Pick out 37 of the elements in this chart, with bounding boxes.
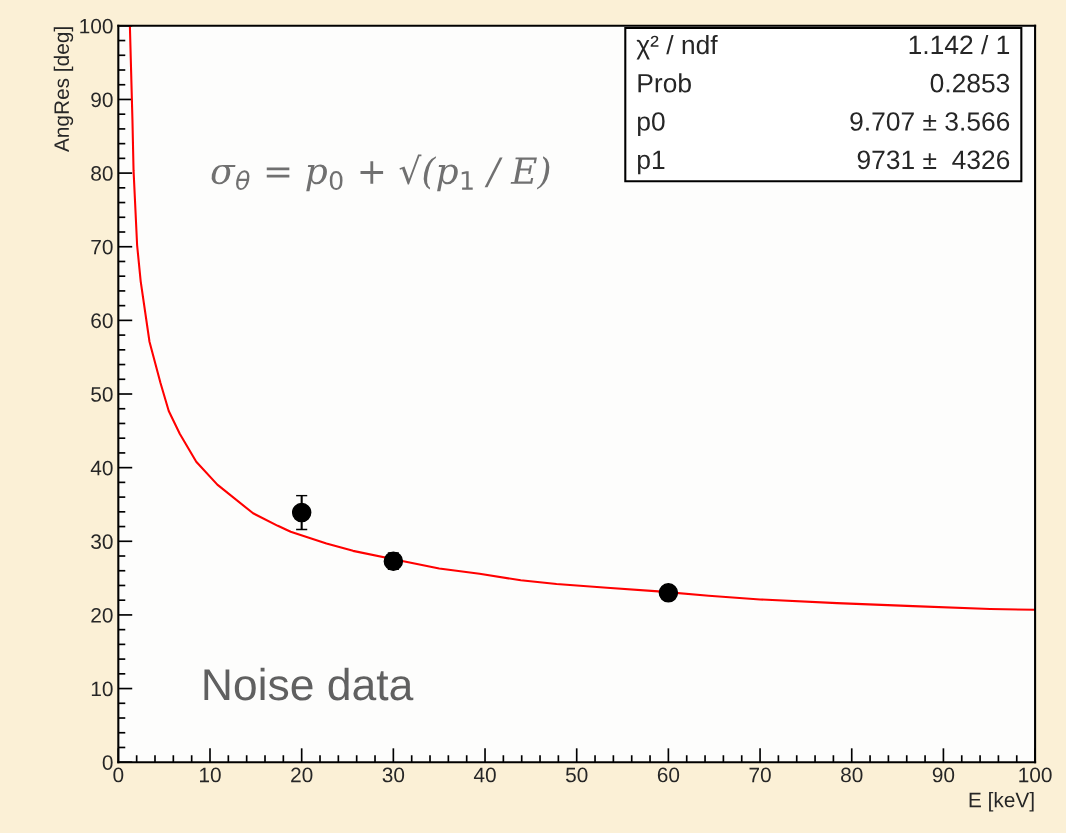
y-tick-label: 80 — [91, 166, 113, 181]
x-tick-label: 90 — [932, 767, 955, 783]
y-tick-label: 70 — [91, 239, 113, 255]
annotation: σ$_{θ}$ = p$_{0}$ + √(p$_{1}$ / E) — [211, 154, 550, 192]
x-tick-label: 80 — [841, 767, 863, 783]
y-tick-label: 30 — [91, 534, 113, 550]
y-tick-label: 100 — [80, 18, 113, 34]
annotation: 9.707 ± 3.566 — [850, 112, 1010, 131]
x-tick-label: 10 — [200, 767, 221, 783]
x-tick-label: 20 — [291, 767, 313, 783]
annotation: p1 — [638, 150, 665, 175]
annotation: Prob — [638, 73, 691, 93]
annotation: Noise data — [204, 667, 414, 701]
x-tick-label: 70 — [749, 767, 771, 783]
x-tick-label: 60 — [657, 767, 680, 783]
y-tick-label: 20 — [91, 607, 113, 623]
annotation: 9731 ± 4326 — [857, 150, 1010, 170]
x-tick-label: 30 — [382, 767, 405, 783]
point — [658, 583, 679, 603]
x-tick-label: 0 — [113, 767, 124, 783]
annotation: p0 — [638, 112, 665, 137]
point — [291, 502, 312, 523]
annotation: χ² / ndf — [636, 34, 718, 60]
line-series — [128, 25, 1036, 611]
y-tick-label: 40 — [90, 460, 113, 476]
y-tick-label: 90 — [91, 92, 113, 108]
x-tick-label: 40 — [473, 767, 496, 783]
x-axis-title: E [keV] — [969, 792, 1034, 812]
x-tick-label: 50 — [565, 767, 588, 783]
x-tick-label: 100 — [1019, 767, 1052, 783]
y-tick-label: 50 — [91, 387, 113, 402]
y-axis-title: AngRes [deg] — [53, 27, 74, 153]
y-tick-label: 10 — [91, 681, 113, 697]
annotation: 0.2853 — [930, 73, 1010, 93]
annotation: 1.142 / 1 — [909, 34, 1010, 55]
y-tick-label: 60 — [91, 313, 113, 329]
y-tick-label: 0 — [102, 755, 113, 770]
